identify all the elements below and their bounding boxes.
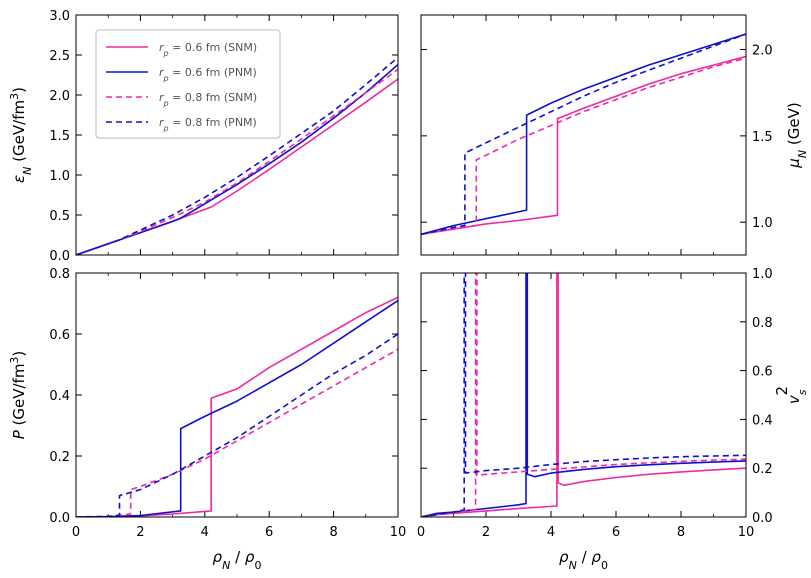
- x-tick-label: 6: [612, 525, 620, 540]
- series-line: [76, 56, 398, 255]
- panel-energy-density: 0.0 0.5 1.0 1.5 2.0 2.5 3.0 εN (GeV/fm3) rp = 0.…: [8, 9, 399, 264]
- plot-frame: [75, 272, 399, 518]
- legend-label: rp = 0.8 fm (PNM): [159, 116, 257, 133]
- y-tick-label: 1.0: [752, 216, 773, 231]
- y-tick-label: 3.0: [49, 9, 70, 24]
- series-line: [421, 33, 746, 236]
- series-line: [76, 333, 398, 517]
- series-group: [76, 56, 398, 255]
- y-tick-label: 0.0: [49, 511, 70, 526]
- y-tick-label: 1.0: [752, 267, 773, 282]
- series-line: [421, 273, 746, 517]
- x-tick-label: 4: [547, 525, 555, 540]
- x-tick-label: 2: [136, 525, 144, 540]
- x-tick-label: 10: [738, 525, 755, 540]
- x-tick-label: 0: [72, 525, 80, 540]
- series-line: [76, 299, 398, 517]
- y-tick-label: 0.2: [49, 450, 70, 465]
- x-tick-label: 8: [677, 525, 685, 540]
- x-tick-label: 0: [417, 525, 425, 540]
- y-axis-label: vs2: [773, 386, 809, 404]
- plot-frame: [420, 14, 747, 256]
- series-group: [421, 273, 746, 517]
- x-tick-label: 2: [482, 525, 490, 540]
- y-tick-label: 2.5: [49, 49, 70, 64]
- series-line: [421, 57, 746, 236]
- panel-chemical-potential: 1.0 1.5 2.0 μN (GeV): [420, 14, 809, 256]
- series-line: [421, 33, 746, 236]
- y-tick-label: 0.0: [49, 249, 70, 264]
- x-axis-label: ρN / ρ0: [213, 548, 262, 572]
- y-axis-label: P (GeV/fm3): [8, 351, 29, 440]
- legend-box: [95, 29, 281, 139]
- y-tick-label: 0.8: [49, 267, 70, 282]
- y-axis-label: μN (GeV): [785, 102, 809, 168]
- series-line: [421, 55, 746, 236]
- y-tick-label: 0.8: [752, 316, 773, 331]
- y-tick-label: 1.5: [49, 129, 70, 144]
- x-tick-label: 10: [390, 525, 407, 540]
- legend: rp = 0.6 fm (SNM) rp = 0.6 fm (PNM) rp = 0…: [95, 29, 281, 139]
- x-tick-label: 6: [265, 525, 273, 540]
- y-tick-label: 0.4: [49, 389, 70, 404]
- x-tick-label: 4: [201, 525, 209, 540]
- series-group: [76, 296, 398, 517]
- legend-label: rp = 0.6 fm (SNM): [159, 41, 257, 58]
- legend-label: rp = 0.8 fm (SNM): [159, 91, 257, 108]
- y-tick-label: 2.0: [752, 44, 773, 59]
- y-tick-label: 0.0: [752, 511, 773, 526]
- y-tick-label: 0.6: [752, 365, 773, 380]
- panel-pressure: 0 2 4 6 8 10 0.0 0.2 0.4 0.6 0.8 P (GeV/fm3) ρN / ρ0: [8, 267, 407, 572]
- plot-frame: [75, 14, 399, 256]
- y-axis-label: εN (GeV/fm3): [8, 87, 34, 183]
- x-axis-label: ρN / ρ0: [559, 548, 608, 572]
- y-tick-label: 2.0: [49, 89, 70, 104]
- series-line: [76, 68, 398, 255]
- plot-frame: [420, 272, 747, 518]
- y-tick-label: 1.5: [752, 130, 773, 145]
- y-tick-label: 1.0: [49, 169, 70, 184]
- y-tick-label: 0.2: [752, 462, 773, 477]
- series-line: [421, 273, 746, 517]
- legend-label: rp = 0.6 fm (PNM): [159, 66, 257, 83]
- x-tick-label: 8: [329, 525, 337, 540]
- panel-sound-speed: 0 2 4 6 8 100.0 0.2 0.4 0.6 0.8 1.0 vs2 ρN / ρ0: [417, 267, 809, 572]
- y-tick-label: 0.5: [49, 209, 70, 224]
- y-tick-label: 0.6: [49, 328, 70, 343]
- series-line: [421, 273, 746, 517]
- series-line: [76, 348, 398, 517]
- series-group: [421, 33, 746, 236]
- y-tick-label: 0.4: [752, 413, 773, 428]
